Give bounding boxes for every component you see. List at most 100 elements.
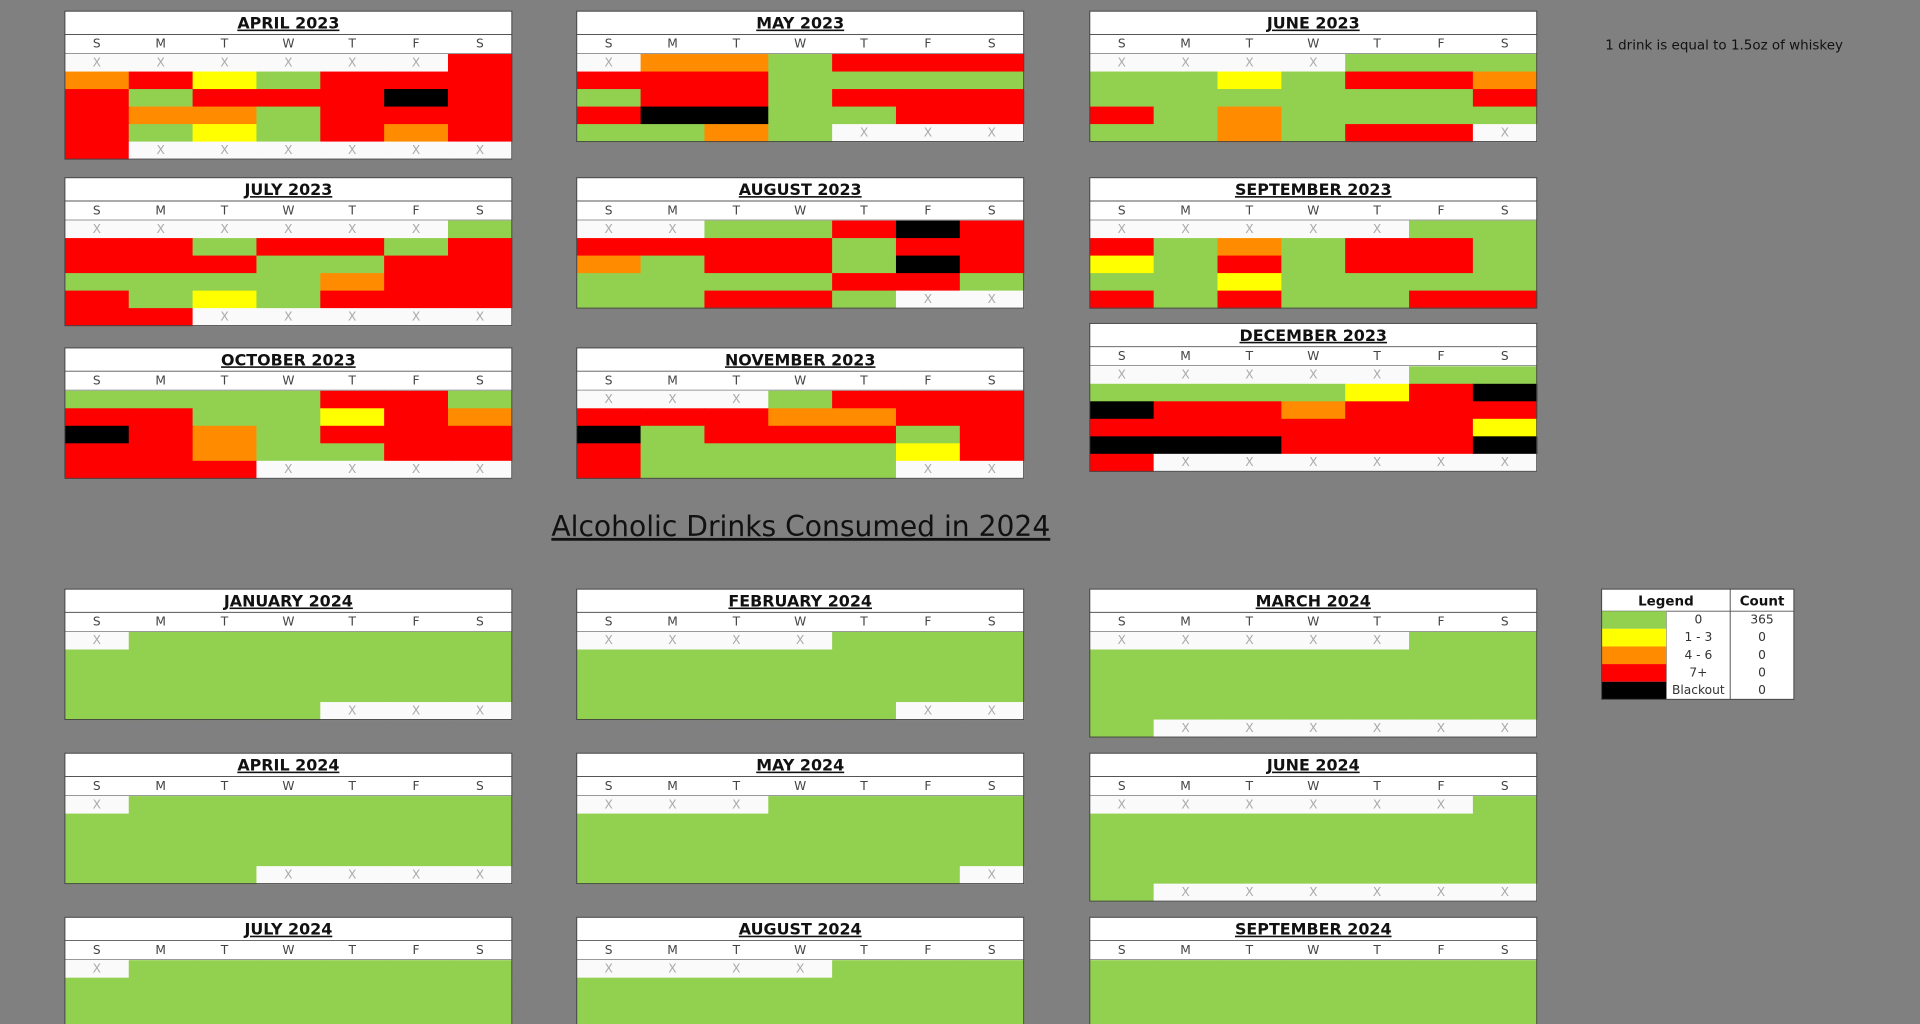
day-cell	[1281, 684, 1346, 703]
day-cell	[832, 796, 897, 815]
day-cell	[1472, 813, 1538, 832]
month-title: APRIL 2024	[237, 756, 339, 775]
empty-cell	[959, 290, 1025, 309]
day-cell	[1281, 702, 1346, 721]
day-cell	[1345, 1012, 1410, 1024]
weekday-label: F	[924, 373, 931, 387]
weekday-label: S	[988, 37, 996, 51]
weekday-label: W	[282, 615, 294, 629]
weekday-label: S	[1501, 349, 1509, 363]
empty-cell	[320, 460, 385, 479]
day-cell	[1089, 813, 1155, 832]
empty-cell	[832, 124, 897, 143]
day-cell	[640, 443, 705, 462]
day-cell	[1217, 684, 1282, 703]
day-cell	[64, 649, 130, 668]
day-cell	[256, 977, 321, 996]
day-cell	[704, 290, 769, 309]
day-cell	[895, 632, 961, 650]
empty-cell	[320, 220, 385, 239]
weekday-label: T	[220, 943, 229, 957]
empty-mark: X	[1181, 455, 1189, 469]
empty-mark: X	[156, 222, 164, 236]
day-cell	[768, 995, 833, 1014]
day-cell	[192, 425, 257, 444]
day-cell	[384, 995, 449, 1014]
empty-cell	[1089, 366, 1155, 385]
day-cell	[1089, 238, 1155, 257]
day-cell	[384, 408, 449, 427]
weekday-label: M	[1180, 779, 1191, 793]
day-cell	[64, 124, 130, 143]
day-cell	[1153, 89, 1218, 108]
day-cell	[256, 443, 321, 462]
day-cell	[1217, 649, 1282, 668]
day-cell	[959, 425, 1025, 444]
day-cell	[1153, 649, 1218, 668]
day-cell	[128, 71, 194, 90]
day-cell	[384, 684, 449, 703]
empty-cell	[1345, 220, 1410, 239]
day-cell	[1345, 255, 1410, 274]
day-cell	[832, 255, 897, 274]
day-cell	[576, 89, 642, 108]
day-cell	[1345, 71, 1410, 90]
day-cell	[64, 1012, 130, 1024]
day-cell	[64, 290, 130, 309]
month-border	[64, 10, 513, 160]
day-cell	[320, 848, 385, 867]
day-cell	[1472, 960, 1538, 979]
day-cell	[1217, 977, 1282, 996]
legend-label: 0	[1694, 613, 1702, 627]
day-cell	[320, 649, 385, 668]
legend-count: 365	[1750, 613, 1773, 627]
day-cell	[832, 702, 897, 721]
day-cell	[640, 89, 705, 108]
empty-cell	[64, 796, 130, 815]
day-cell	[1281, 436, 1346, 455]
empty-mark: X	[1181, 55, 1189, 69]
empty-mark: X	[476, 143, 484, 157]
day-cell	[576, 831, 642, 850]
empty-mark: X	[348, 703, 356, 717]
day-cell	[1089, 1012, 1155, 1024]
weekday-label: S	[1118, 37, 1126, 51]
day-cell	[128, 831, 194, 850]
weekday-label: S	[476, 779, 484, 793]
weekday-label: T	[732, 943, 741, 957]
month-title: AUGUST 2024	[739, 920, 862, 939]
day-cell	[1153, 848, 1218, 867]
day-cell	[1153, 1012, 1218, 1024]
day-cell	[1217, 960, 1282, 979]
day-cell	[959, 960, 1025, 979]
day-cell	[768, 255, 833, 274]
weekday-label: T	[347, 615, 356, 629]
empty-mark: X	[1501, 885, 1509, 899]
day-cell	[832, 390, 897, 409]
empty-mark: X	[988, 462, 996, 476]
empty-cell	[192, 220, 257, 239]
weekday-label: T	[347, 203, 356, 217]
weekday-label: W	[282, 203, 294, 217]
day-cell	[1472, 848, 1538, 867]
empty-mark: X	[1181, 721, 1189, 735]
empty-cell	[1281, 632, 1346, 650]
month-border	[1089, 10, 1538, 143]
day-cell	[640, 124, 705, 143]
empty-mark: X	[604, 961, 612, 975]
day-cell	[1089, 290, 1155, 309]
day-cell	[1217, 238, 1282, 257]
weekday-label: T	[220, 615, 229, 629]
day-cell	[1281, 995, 1346, 1014]
day-cell	[1409, 436, 1474, 455]
empty-cell	[1153, 453, 1218, 472]
day-cell	[320, 1012, 385, 1024]
weekday-label: T	[859, 373, 868, 387]
day-cell	[1217, 702, 1282, 721]
empty-cell	[640, 390, 705, 409]
day-cell	[1281, 667, 1346, 686]
empty-mark: X	[284, 222, 292, 236]
day-cell	[1409, 684, 1474, 703]
empty-cell	[959, 460, 1025, 479]
